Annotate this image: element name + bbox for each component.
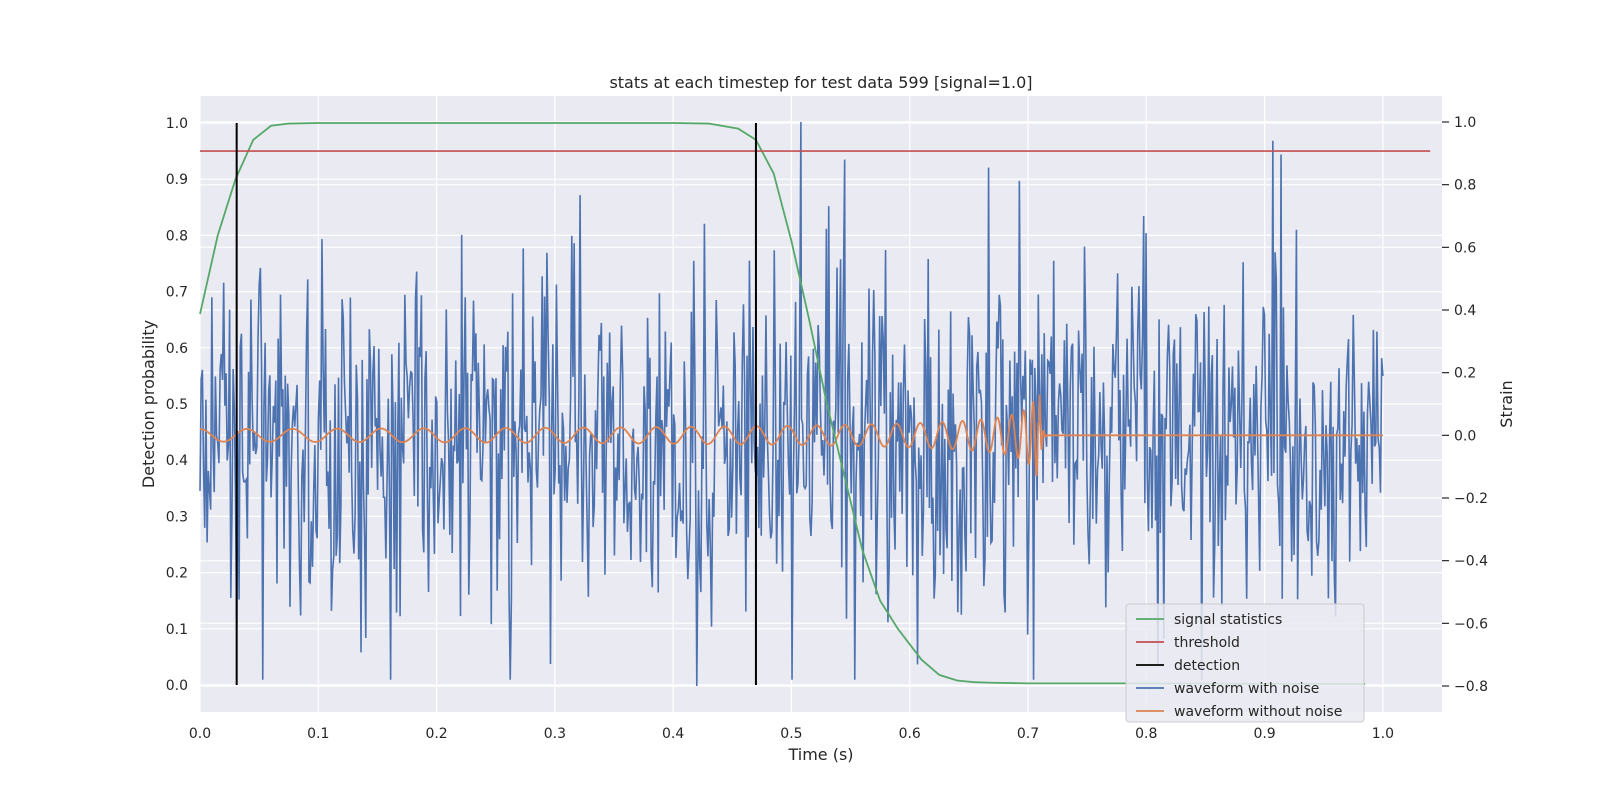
legend-item: waveform with noise [1136,681,1319,697]
y-left-tick-label: 0.0 [166,678,188,694]
signal-statistics-line [199,122,1366,685]
y-left-tick-label: 0.4 [166,453,188,469]
x-tick-label: 0.0 [189,726,211,742]
x-tick-label: 0.3 [544,726,566,742]
legend-label: detection [1174,658,1240,674]
y-right-tick-label: −0.8 [1454,679,1488,695]
series-detection [235,122,757,686]
x-tick-label: 0.1 [307,726,329,742]
x-tick-label: 0.6 [899,726,921,742]
legend-label: threshold [1174,635,1240,651]
y-right-tick-label: 0.0 [1454,428,1476,444]
y-right-tick-label: 0.2 [1454,366,1476,382]
x-tick-label: 0.5 [780,726,802,742]
y-right-axis-ticks: −0.8 −0.6 −0.4 −0.2 0.0 0.2 0.4 0.6 0.8 1.0 [1442,115,1488,695]
y-left-tick-label: 0.6 [166,341,188,357]
x-tick-label: 0.2 [425,726,447,742]
x-tick-label: 0.9 [1253,726,1275,742]
y-left-axis-label: Detection probability [139,320,158,488]
y-right-tick-label: −0.2 [1454,491,1488,507]
legend-box [1125,603,1365,723]
y-left-tick-label: 0.3 [166,509,188,525]
x-tick-label: 0.7 [1017,726,1039,742]
y-left-tick-label: 0.1 [166,622,188,638]
chart-title: stats at each timestep for test data 599… [609,73,1032,92]
legend-label: waveform without noise [1174,704,1342,720]
y-right-tick-label: 1.0 [1454,115,1476,131]
legend-item: waveform without noise [1136,704,1342,720]
y-left-tick-label: 0.5 [166,397,188,413]
y-right-tick-label: −0.6 [1454,616,1488,632]
y-right-axis-label: Strain [1497,380,1516,427]
x-tick-label: 0.8 [1135,726,1157,742]
y-right-tick-label: 0.8 [1454,178,1476,194]
legend-label: signal statistics [1174,612,1282,628]
x-tick-label: 0.4 [662,726,684,742]
y-left-tick-label: 1.0 [166,116,188,132]
waveform-with-noise-line [199,122,1384,686]
y-right-tick-label: 0.6 [1454,240,1476,256]
waveform-without-noise-line [200,394,1383,477]
y-left-tick-label: 0.8 [166,228,188,244]
legend-item: detection [1136,658,1240,674]
series-waveform-with-noise [199,122,1384,686]
legend-item: threshold [1136,635,1240,651]
y-left-tick-label: 0.2 [166,566,188,582]
legend: signal statistics threshold detection wavef… [1125,603,1365,723]
legend-item: signal statistics [1136,612,1282,628]
y-left-tick-label: 0.9 [166,172,188,188]
x-axis-label: Time (s) [787,745,853,764]
y-left-tick-label: 0.7 [166,285,188,301]
x-tick-label: 1.0 [1372,726,1394,742]
series-waveform-without-noise [200,394,1383,477]
series-signal-statistics [199,122,1366,685]
legend-label: waveform with noise [1174,681,1319,697]
y-right-tick-label: −0.4 [1454,554,1488,570]
x-axis-ticks: 0.0 0.1 0.2 0.3 0.4 0.5 0.6 0.7 0.8 0.9 1.0 [189,726,1394,742]
y-left-axis-ticks: 0.0 0.1 0.2 0.3 0.4 0.5 0.6 0.7 0.8 0.9 1.0 [166,116,188,694]
y-right-tick-label: 0.4 [1454,303,1476,319]
